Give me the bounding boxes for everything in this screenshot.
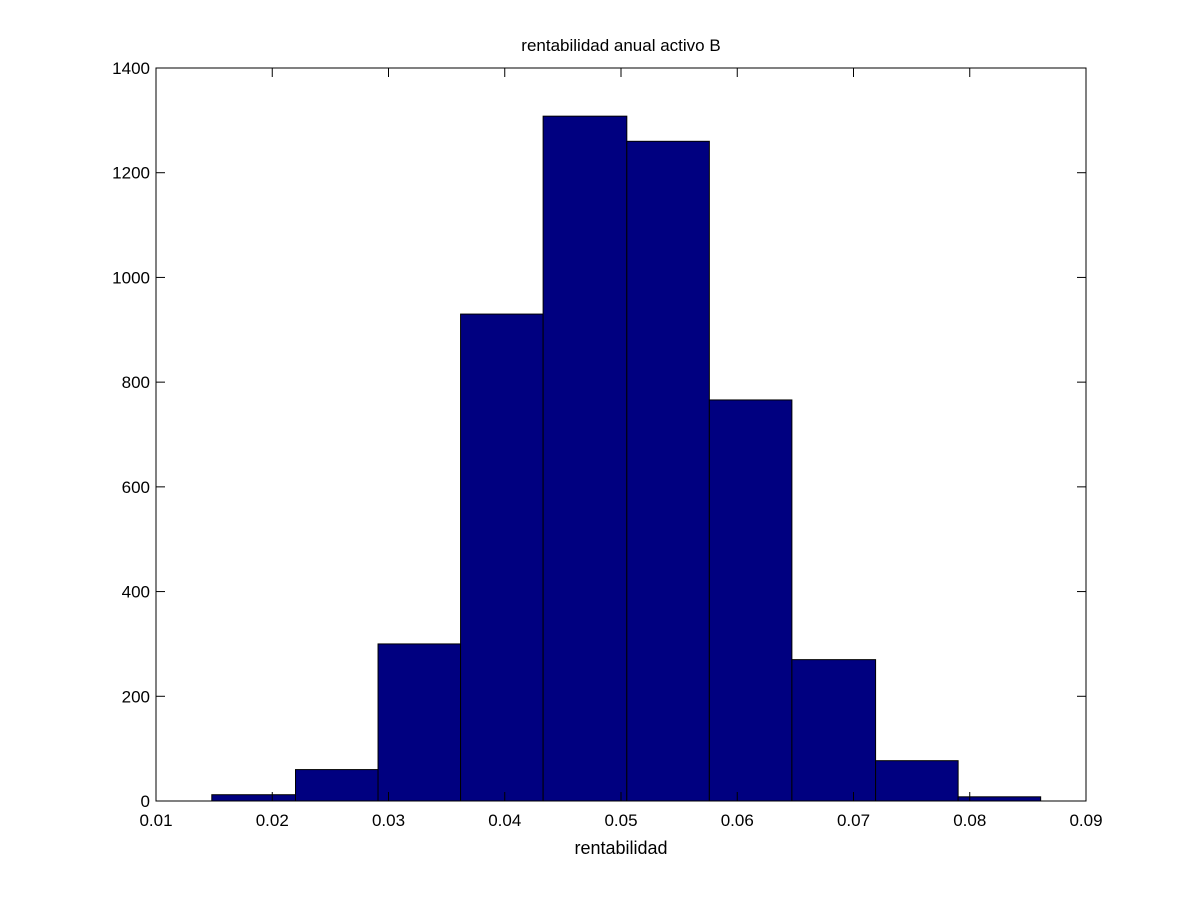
histogram-bar-7 [791,659,877,802]
y-tick-label-1: 200 [122,687,150,706]
histogram-bar-8 [875,760,959,802]
tick-labels-group: 0.01 0.02 0.03 0.04 0.05 0.06 0.07 0.08 0.09 0 200… [112,59,1102,830]
y-tick-label-6: 1200 [112,164,150,183]
x-tick-label-6: 0.07 [837,811,870,830]
histogram-bar-1 [295,769,379,802]
y-tick-label-5: 1000 [112,268,150,287]
y-tick-label-7: 1400 [112,59,150,78]
histogram-bar-2 [377,643,462,802]
x-tick-label-7: 0.08 [953,811,986,830]
x-tick-label-5: 0.06 [721,811,754,830]
x-tick-label-4: 0.05 [604,811,637,830]
x-tick-label-8: 0.09 [1069,811,1102,830]
histogram-bar-4 [542,115,628,802]
chart-title: rentabilidad anual activo B [521,36,720,55]
y-tick-label-2: 400 [122,583,150,602]
y-tick-label-4: 800 [122,373,150,392]
x-tick-label-1: 0.02 [256,811,289,830]
histogram-bar-0 [211,794,296,802]
ticks-group [155,67,1087,802]
x-axis-label: rentabilidad [574,838,667,858]
x-tick-label-0: 0.01 [139,811,172,830]
y-tick-label-3: 600 [122,478,150,497]
histogram-bar-6 [708,399,793,802]
bars-group [211,115,1042,802]
y-tick-label-0: 0 [141,792,150,811]
x-tick-label-3: 0.04 [488,811,521,830]
x-tick-label-2: 0.03 [372,811,405,830]
histogram-bar-3 [460,313,544,802]
histogram-bar-5 [626,140,710,802]
histogram-bar-9 [957,796,1042,802]
